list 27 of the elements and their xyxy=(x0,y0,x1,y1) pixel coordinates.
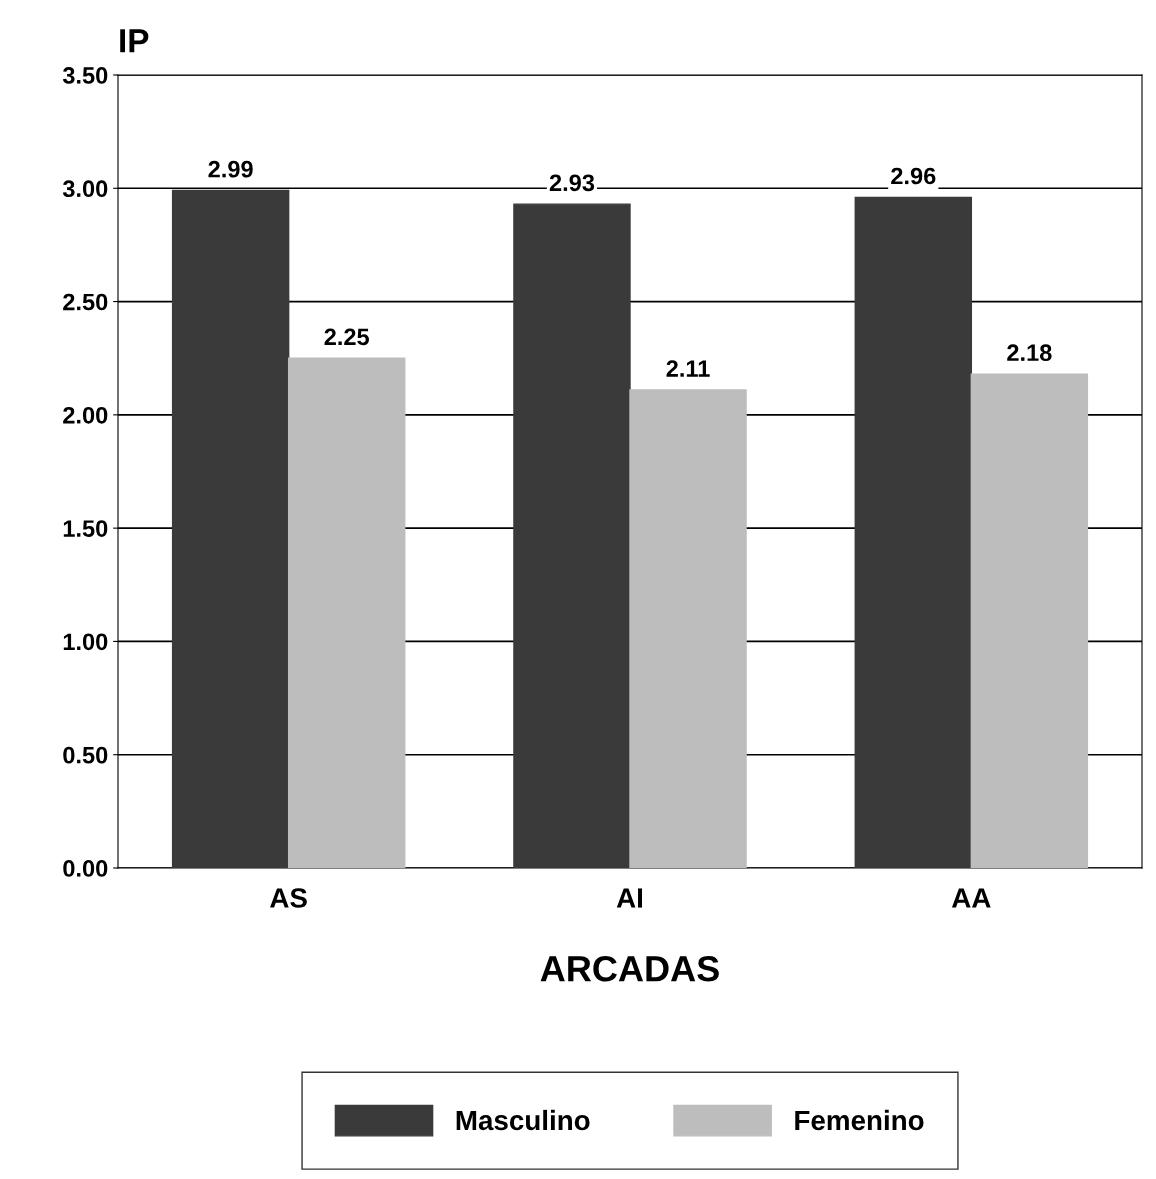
y-tick-label: 2.00 xyxy=(63,406,108,424)
data-label: 2.99 xyxy=(208,160,253,178)
data-label: 2.25 xyxy=(324,328,370,346)
data-label: 2.96 xyxy=(891,167,936,185)
data-label: 2.11 xyxy=(666,360,710,377)
data-label: 2.18 xyxy=(1007,344,1052,362)
x-axis-title: ARCADAS xyxy=(540,955,719,982)
y-tick-label: 0.00 xyxy=(63,860,108,877)
bar xyxy=(287,357,406,868)
y-axis-title: IP xyxy=(120,29,149,53)
bar xyxy=(970,373,1089,868)
x-tick-label: AS xyxy=(270,888,307,908)
y-tick-label: 1.50 xyxy=(63,520,108,537)
bar xyxy=(629,389,747,868)
y-tick-label: 2.50 xyxy=(63,293,108,311)
y-tick-label: 3.50 xyxy=(62,67,108,84)
x-tick-label: AA xyxy=(951,888,991,908)
bar xyxy=(171,189,290,868)
legend-label: Masculino xyxy=(456,1109,590,1131)
bar xyxy=(854,196,973,868)
y-tick-label: 0.50 xyxy=(63,746,108,764)
data-label: 2.93 xyxy=(549,174,595,192)
bar xyxy=(513,203,631,868)
y-tick-label: 1.00 xyxy=(63,633,108,651)
x-tick-label: AI xyxy=(616,888,643,908)
y-tick-label: 3.00 xyxy=(62,180,108,198)
legend-label: Femenino xyxy=(795,1109,924,1131)
